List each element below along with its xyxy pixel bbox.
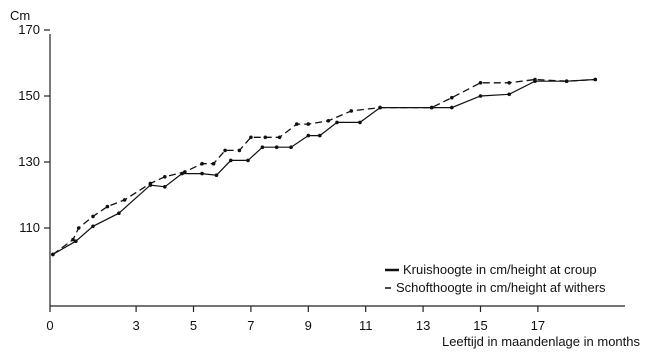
point-croup bbox=[200, 161, 204, 166]
y-tick-label: 150 bbox=[18, 88, 40, 103]
point-withers bbox=[229, 158, 233, 163]
y-axis-unit-label: Cm bbox=[10, 8, 30, 23]
legend-label-withers: Schofthoogte in cm/height af withers bbox=[396, 280, 606, 295]
x-axis-label: Leeftijd in maandenlage in months bbox=[442, 334, 641, 349]
x-tick-label: 3 bbox=[132, 318, 139, 333]
x-tick-label: 0 bbox=[46, 318, 53, 333]
point-croup bbox=[326, 119, 331, 123]
point-withers bbox=[507, 92, 512, 97]
x-tick-label: 5 bbox=[190, 318, 197, 333]
point-withers bbox=[163, 185, 167, 189]
point-croup bbox=[223, 148, 227, 153]
point-withers bbox=[318, 133, 322, 138]
point-withers bbox=[593, 77, 598, 82]
series-layer bbox=[51, 77, 598, 257]
point-withers bbox=[214, 173, 219, 177]
legend: Kruishoogte in cm/height at croup Schoft… bbox=[385, 262, 606, 295]
series-line-withers bbox=[52, 78, 596, 255]
point-withers bbox=[478, 94, 483, 98]
point-croup bbox=[295, 122, 299, 126]
point-withers bbox=[200, 171, 204, 176]
point-withers bbox=[260, 145, 265, 149]
point-withers bbox=[289, 145, 293, 149]
point-croup bbox=[237, 148, 242, 153]
point-withers bbox=[74, 239, 78, 243]
point-withers bbox=[91, 224, 95, 229]
point-withers bbox=[274, 145, 279, 149]
point-withers bbox=[533, 79, 537, 83]
point-withers bbox=[51, 252, 55, 257]
point-withers bbox=[306, 133, 311, 138]
point-croup bbox=[349, 109, 354, 113]
x-tick-label: 13 bbox=[416, 318, 430, 333]
x-ticks: 0 3 5 7 9 11 13 15 17 bbox=[46, 306, 545, 333]
point-croup bbox=[450, 95, 454, 100]
y-tick-label: 170 bbox=[18, 22, 40, 37]
point-croup bbox=[211, 161, 216, 166]
point-withers bbox=[378, 105, 382, 110]
point-croup bbox=[122, 198, 127, 202]
y-tick-label: 110 bbox=[19, 220, 40, 235]
x-tick-label: 15 bbox=[473, 318, 487, 333]
point-croup bbox=[478, 81, 483, 85]
point-withers bbox=[429, 105, 434, 110]
point-withers bbox=[564, 79, 569, 83]
point-croup bbox=[263, 135, 268, 140]
point-croup bbox=[183, 170, 187, 174]
point-croup bbox=[71, 237, 75, 242]
y-tick-label: 130 bbox=[18, 154, 40, 169]
point-croup bbox=[76, 226, 81, 230]
point-croup bbox=[163, 175, 167, 179]
point-croup bbox=[507, 81, 512, 85]
point-croup bbox=[249, 135, 253, 140]
x-tick-label: 7 bbox=[247, 318, 254, 333]
point-withers bbox=[180, 171, 184, 176]
y-ticks: 7 0110130150170 bbox=[18, 22, 50, 235]
series-line-croup bbox=[52, 78, 596, 255]
point-withers bbox=[335, 120, 339, 125]
point-croup bbox=[277, 135, 282, 140]
point-withers bbox=[246, 158, 250, 163]
x-tick-label: 9 bbox=[305, 318, 312, 333]
point-withers bbox=[148, 183, 153, 187]
legend-label-croup: Kruishoogte in cm/height at croup bbox=[403, 262, 597, 277]
point-croup bbox=[306, 122, 311, 126]
point-withers bbox=[117, 211, 121, 215]
x-tick-label: 17 bbox=[531, 318, 545, 333]
x-tick-label: 11 bbox=[359, 318, 373, 333]
point-croup bbox=[91, 214, 95, 219]
point-withers bbox=[358, 120, 362, 125]
point-croup bbox=[105, 204, 110, 209]
point-withers bbox=[450, 105, 454, 110]
